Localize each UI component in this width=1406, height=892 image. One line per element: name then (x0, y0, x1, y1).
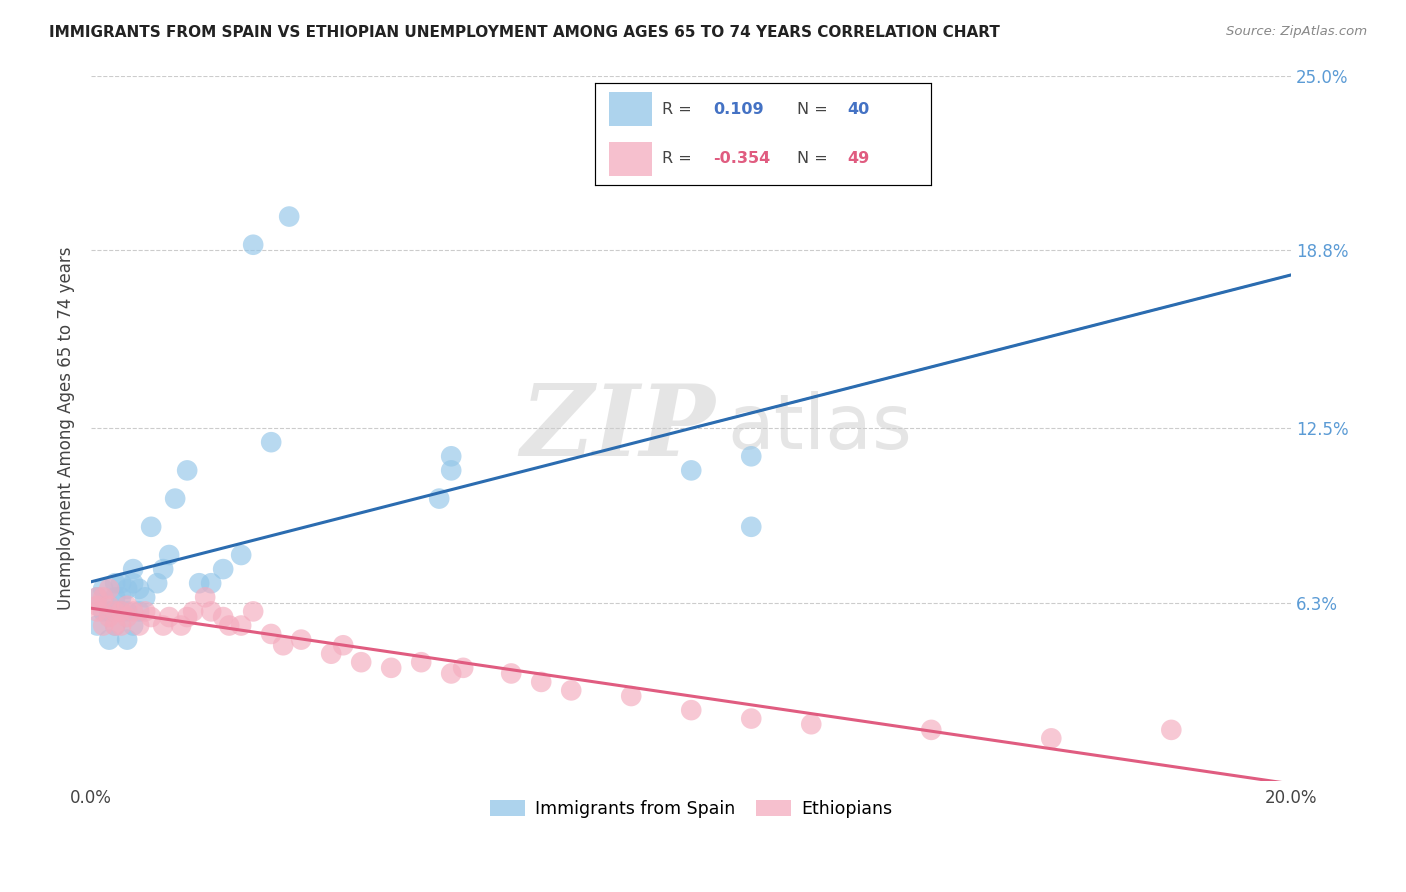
Point (110, 604, 132, 618)
Point (98, 610, 121, 624)
Point (152, 618, 174, 632)
Text: ZIP: ZIP (520, 380, 716, 476)
Point (91, 604, 114, 618)
Point (740, 712, 762, 726)
Point (104, 576, 127, 591)
Point (146, 576, 169, 591)
Point (115, 632, 138, 647)
Point (86, 599, 108, 613)
Point (411, 655, 433, 669)
Point (86, 618, 108, 632)
Point (176, 463, 198, 477)
Point (128, 618, 150, 632)
Point (440, 666, 463, 681)
Point (134, 591, 156, 605)
Point (110, 604, 132, 618)
Point (115, 582, 138, 596)
Point (560, 683, 582, 698)
Point (98, 599, 121, 613)
Point (530, 674, 553, 689)
Point (141, 520, 163, 534)
Point (212, 562, 235, 576)
Point (134, 604, 156, 618)
Point (271, 638, 294, 652)
Point (350, 655, 373, 669)
Point (427, 491, 450, 506)
Point (380, 661, 402, 675)
Point (104, 604, 127, 618)
Point (194, 591, 217, 605)
Point (440, 463, 463, 477)
Point (128, 604, 150, 618)
Point (98, 582, 121, 596)
Point (86, 591, 108, 605)
Point (110, 618, 132, 632)
Point (278, 210, 301, 224)
Point (170, 618, 193, 632)
Y-axis label: Unemployment Among Ages 65 to 74 years: Unemployment Among Ages 65 to 74 years (58, 246, 75, 610)
Point (91, 591, 114, 605)
Point (321, 647, 343, 661)
Point (128, 582, 150, 596)
Point (122, 562, 145, 576)
Point (165, 491, 187, 506)
Point (122, 618, 145, 632)
Point (440, 450, 463, 464)
Point (740, 450, 762, 464)
Point (152, 562, 174, 576)
Point (332, 638, 354, 652)
Point (98, 632, 121, 647)
Point (620, 689, 643, 703)
Point (218, 618, 240, 632)
Point (122, 604, 145, 618)
Point (501, 666, 523, 681)
Text: atlas: atlas (727, 391, 912, 465)
Point (1160, 723, 1182, 737)
Point (110, 591, 132, 605)
Point (91, 582, 114, 596)
Point (91, 618, 114, 632)
Text: IMMIGRANTS FROM SPAIN VS ETHIOPIAN UNEMPLOYMENT AMONG AGES 65 TO 74 YEARS CORREL: IMMIGRANTS FROM SPAIN VS ETHIOPIAN UNEMP… (49, 25, 1000, 40)
Point (681, 463, 703, 477)
Point (260, 435, 283, 450)
Point (920, 723, 942, 737)
Point (188, 576, 211, 591)
Point (86, 604, 108, 618)
Point (115, 610, 138, 624)
Point (115, 599, 138, 613)
Point (157, 548, 180, 562)
Point (212, 610, 235, 624)
Point (98, 604, 121, 618)
Point (800, 717, 823, 731)
Point (242, 604, 264, 618)
Point (110, 576, 132, 591)
Point (157, 610, 180, 624)
Point (260, 627, 283, 641)
Point (200, 604, 222, 618)
Point (122, 576, 145, 591)
Point (1040, 731, 1063, 746)
Point (104, 591, 127, 605)
Point (141, 610, 163, 624)
Text: Source: ZipAtlas.com: Source: ZipAtlas.com (1226, 25, 1367, 38)
Point (231, 548, 253, 562)
Point (200, 576, 222, 591)
Point (104, 618, 127, 632)
Point (104, 618, 127, 632)
Point (290, 632, 312, 647)
Point (115, 604, 138, 618)
Point (176, 610, 198, 624)
Point (681, 703, 703, 717)
Point (740, 520, 762, 534)
Point (451, 661, 474, 675)
Point (181, 604, 204, 618)
Legend: Immigrants from Spain, Ethiopians: Immigrants from Spain, Ethiopians (484, 793, 900, 825)
Point (242, 237, 264, 252)
Point (231, 618, 253, 632)
Point (86, 591, 108, 605)
